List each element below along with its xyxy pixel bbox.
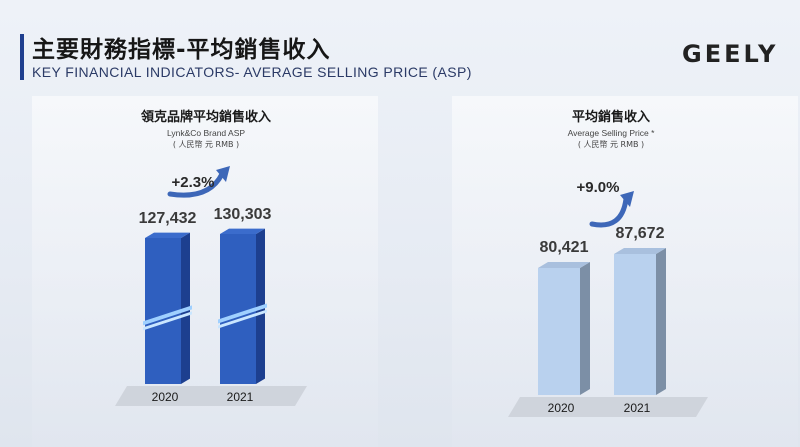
chart1-bar-side bbox=[656, 248, 666, 395]
chart0-axis-break bbox=[143, 305, 192, 326]
chart1-growth-arrow bbox=[589, 196, 629, 228]
chart0-growth-arrow bbox=[167, 171, 225, 198]
chart0-axis-break bbox=[218, 309, 267, 329]
chart1-bar-2020 bbox=[538, 262, 590, 395]
chart1-floor bbox=[508, 397, 708, 417]
chart1-bar-side bbox=[580, 262, 590, 395]
chart0-axis-break bbox=[143, 311, 192, 331]
chart1-growth-label: +9.0% bbox=[577, 179, 620, 196]
chart0-bar-front bbox=[220, 234, 256, 384]
chart1-year-label: 2020 bbox=[548, 401, 575, 415]
chart0-value-label: 130,303 bbox=[214, 206, 272, 223]
chart1-bar-top bbox=[614, 248, 666, 254]
chart0-unit: ( 人民幣 元 RMB ) bbox=[173, 139, 239, 149]
chart0-bar-2020 bbox=[143, 232, 192, 384]
chart1-value-label: 80,421 bbox=[540, 239, 589, 256]
page-subtitle: KEY FINANCIAL INDICATORS- AVERAGE SELLIN… bbox=[32, 64, 472, 80]
chart0-bar-top bbox=[145, 232, 190, 238]
chart1-unit: ( 人民幣 元 RMB ) bbox=[578, 139, 644, 149]
chart0-bar-2021 bbox=[218, 228, 267, 384]
chart0-bar-top bbox=[220, 228, 265, 234]
chart0-growth-label: +2.3% bbox=[172, 174, 215, 191]
chart1-bar-front bbox=[614, 254, 656, 395]
chart1-growth-arrow-head bbox=[620, 191, 634, 207]
chart1-bar-front bbox=[538, 268, 580, 395]
chart1-bar-2021 bbox=[614, 248, 666, 395]
chart0-axis-break bbox=[218, 303, 267, 324]
chart0-year-label: 2020 bbox=[152, 390, 179, 404]
chart0-floor bbox=[115, 386, 307, 406]
geely-logo: GEELY bbox=[682, 40, 779, 68]
chart1-bar-top bbox=[538, 262, 590, 268]
chart1-subtitle: Average Selling Price * bbox=[568, 128, 655, 138]
chart0-value-label: 127,432 bbox=[139, 210, 197, 227]
chart0-title: 領克品牌平均銷售收入 bbox=[141, 109, 271, 125]
chart1-title: 平均銷售收入 bbox=[572, 109, 650, 125]
chart1-year-label: 2021 bbox=[624, 401, 651, 415]
chart0-year-label: 2021 bbox=[227, 390, 254, 404]
chart0-growth-arrow-head bbox=[216, 166, 230, 182]
chart1-value-label: 87,672 bbox=[616, 225, 665, 242]
page-title: 主要財務指標-平均銷售收入 bbox=[32, 37, 331, 63]
chart0-subtitle: Lynk&Co Brand ASP bbox=[167, 128, 245, 138]
title-accent-bar bbox=[20, 34, 24, 80]
